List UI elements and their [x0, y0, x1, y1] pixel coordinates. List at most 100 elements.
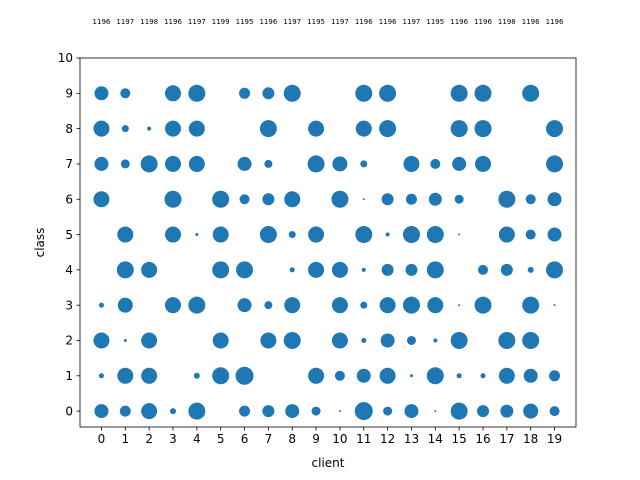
scatter-point	[120, 159, 130, 169]
scatter-point	[212, 261, 230, 279]
scatter-point	[546, 120, 564, 138]
client-total-label: 1197	[283, 18, 301, 26]
scatter-point	[165, 155, 181, 172]
scatter-point	[428, 192, 442, 206]
x-tick-label: 4	[193, 432, 201, 446]
x-axis-ticks: 0 1 2 3 4 5 6 7 8 9 10 11 12 13 14 15 16 17 18 19	[98, 427, 562, 446]
scatter-point	[381, 263, 394, 276]
x-tick-label: 1	[121, 432, 129, 446]
y-axis-ticks: 0 1 2 3 4 5 6 7 8 9 10	[58, 51, 80, 418]
scatter-point	[549, 406, 560, 417]
scatter-point	[239, 194, 250, 205]
scatter-point	[123, 338, 127, 342]
scatter-point	[308, 120, 325, 137]
scatter-point	[188, 155, 205, 172]
scatter-point	[450, 84, 468, 102]
scatter-point	[116, 261, 134, 279]
scatter-point	[284, 297, 301, 314]
client-total-labels: 1196 1197 1198 1196 1197 1199 1195 1196 1197 1195…	[93, 18, 564, 26]
scatter-point	[334, 370, 345, 381]
scatter-point	[547, 227, 562, 242]
client-total-label: 1196	[379, 18, 397, 26]
scatter-point	[165, 120, 181, 137]
y-tick-label: 8	[65, 122, 73, 136]
scatter-point	[141, 332, 158, 349]
scatter-point	[262, 405, 275, 418]
scatter-point	[406, 335, 416, 345]
scatter-point	[120, 88, 131, 99]
client-total-label: 1195	[426, 18, 444, 26]
x-tick-label: 10	[332, 432, 347, 446]
client-total-label: 1196	[546, 18, 564, 26]
scatter-point	[354, 402, 373, 421]
scatter-point	[525, 229, 536, 240]
scatter-point	[379, 367, 396, 384]
scatter-point	[549, 370, 561, 382]
scatter-point	[522, 331, 540, 349]
scatter-point	[98, 302, 104, 308]
scatter-point	[264, 159, 273, 168]
scatter-point	[379, 84, 397, 102]
plot-area-frame	[79, 57, 577, 428]
scatter-point	[212, 190, 230, 208]
scatter-point	[433, 338, 438, 343]
scatter-point	[477, 405, 489, 418]
scatter-point	[523, 403, 539, 419]
scatter-point	[500, 404, 514, 418]
scatter-point	[426, 261, 444, 279]
scatter-point	[331, 332, 348, 349]
scatter-point	[332, 156, 348, 172]
scatter-point	[434, 410, 437, 413]
client-total-label: 1196	[450, 18, 468, 26]
scatter-point	[546, 155, 564, 173]
client-total-label: 1197	[331, 18, 349, 26]
scatter-point	[331, 297, 348, 314]
scatter-point	[94, 156, 109, 171]
scatter-point	[474, 296, 492, 314]
scatter-point	[385, 232, 390, 237]
client-total-label: 1196	[355, 18, 373, 26]
client-total-label: 1195	[307, 18, 325, 26]
scatter-point	[331, 190, 349, 208]
scatter-point	[259, 120, 277, 138]
scatter-point	[165, 85, 181, 102]
scatter-point	[165, 297, 181, 314]
scatter-point	[188, 402, 206, 420]
scatter-point	[525, 194, 536, 205]
scatter-point	[170, 408, 176, 415]
scatter-point	[546, 261, 564, 279]
x-tick-label: 7	[265, 432, 273, 446]
scatter-point	[117, 226, 134, 243]
y-tick-label: 0	[65, 404, 73, 418]
client-total-label: 1195	[236, 18, 254, 26]
scatter-point	[527, 266, 534, 273]
scatter-point	[93, 332, 110, 349]
scatter-point	[235, 366, 254, 385]
x-tick-label: 15	[452, 432, 467, 446]
scatter-point	[362, 198, 365, 201]
scatter-point	[212, 332, 229, 349]
scatter-point	[458, 233, 461, 236]
scatter-point	[239, 87, 251, 99]
x-tick-label: 18	[523, 432, 538, 446]
scatter-point	[475, 155, 491, 172]
x-tick-label: 14	[428, 432, 443, 446]
scatter-point	[355, 226, 373, 244]
x-tick-label: 9	[312, 432, 320, 446]
scatter-point	[553, 304, 556, 307]
scatter-point	[547, 192, 562, 207]
y-tick-label: 4	[65, 263, 73, 277]
y-tick-label: 3	[65, 298, 73, 312]
client-total-label: 1196	[522, 18, 540, 26]
scatter-point	[450, 120, 468, 138]
scatter-point	[498, 226, 515, 243]
scatter-point	[355, 84, 373, 102]
scatter-point	[308, 261, 325, 278]
scatter-point	[121, 125, 129, 133]
client-total-label: 1196	[164, 18, 182, 26]
scatter-point	[212, 367, 230, 385]
scatter-point	[426, 226, 444, 244]
scatter-point	[308, 367, 325, 384]
x-tick-label: 6	[241, 432, 249, 446]
